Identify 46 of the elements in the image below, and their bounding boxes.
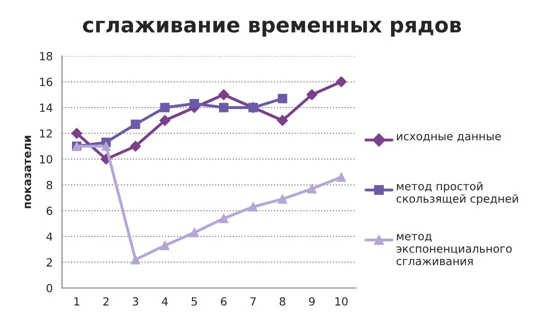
point bbox=[277, 115, 288, 126]
y-tick-label: 16 bbox=[40, 78, 52, 86]
x-tick-label: 9 bbox=[309, 297, 315, 306]
y-tick-label: 14 bbox=[40, 104, 52, 112]
point bbox=[248, 202, 258, 212]
x-tick-label: 6 bbox=[220, 297, 227, 306]
point bbox=[278, 94, 288, 104]
point bbox=[306, 89, 318, 100]
point bbox=[160, 102, 170, 112]
point bbox=[159, 115, 170, 126]
y-tick-label: 0 bbox=[46, 284, 52, 292]
y-axis-title: показатели bbox=[24, 136, 32, 208]
y-tick-label: 8 bbox=[46, 180, 52, 190]
point bbox=[190, 99, 199, 108]
point bbox=[219, 214, 228, 224]
legend-label: исходные данные bbox=[397, 134, 501, 142]
legend-label: метод экспоненциального сглаживания bbox=[396, 234, 512, 266]
x-tick-label: 7 bbox=[250, 297, 256, 306]
chart-title: сглаживание временных рядов bbox=[82, 20, 461, 37]
point bbox=[219, 102, 228, 112]
x-tick-label: 5 bbox=[192, 297, 197, 306]
y-tick-label: 6 bbox=[46, 206, 52, 216]
x-tick-label: 2 bbox=[103, 297, 109, 306]
y-tick-label: 10 bbox=[40, 155, 52, 164]
point bbox=[336, 172, 346, 182]
point bbox=[160, 240, 170, 250]
point bbox=[190, 228, 199, 238]
x-tick-label: 3 bbox=[132, 297, 138, 306]
legend-label: метод простой скользящей средней bbox=[396, 182, 518, 205]
x-tick-label: 1 bbox=[74, 297, 80, 306]
point bbox=[71, 128, 82, 139]
point bbox=[101, 142, 111, 151]
point bbox=[336, 76, 347, 88]
point bbox=[278, 194, 288, 204]
point bbox=[218, 89, 230, 100]
x-tick-label: 10 bbox=[335, 297, 348, 306]
y-tick-label: 2 bbox=[46, 258, 52, 266]
point bbox=[130, 254, 140, 264]
y-tick-label: 4 bbox=[46, 232, 52, 241]
point bbox=[130, 120, 140, 129]
point bbox=[130, 140, 141, 152]
x-tick-label: 8 bbox=[280, 297, 286, 306]
y-tick-label: 12 bbox=[40, 129, 52, 138]
x-tick-label: 4 bbox=[162, 297, 168, 306]
point bbox=[307, 184, 317, 194]
y-tick-label: 18 bbox=[40, 52, 52, 60]
